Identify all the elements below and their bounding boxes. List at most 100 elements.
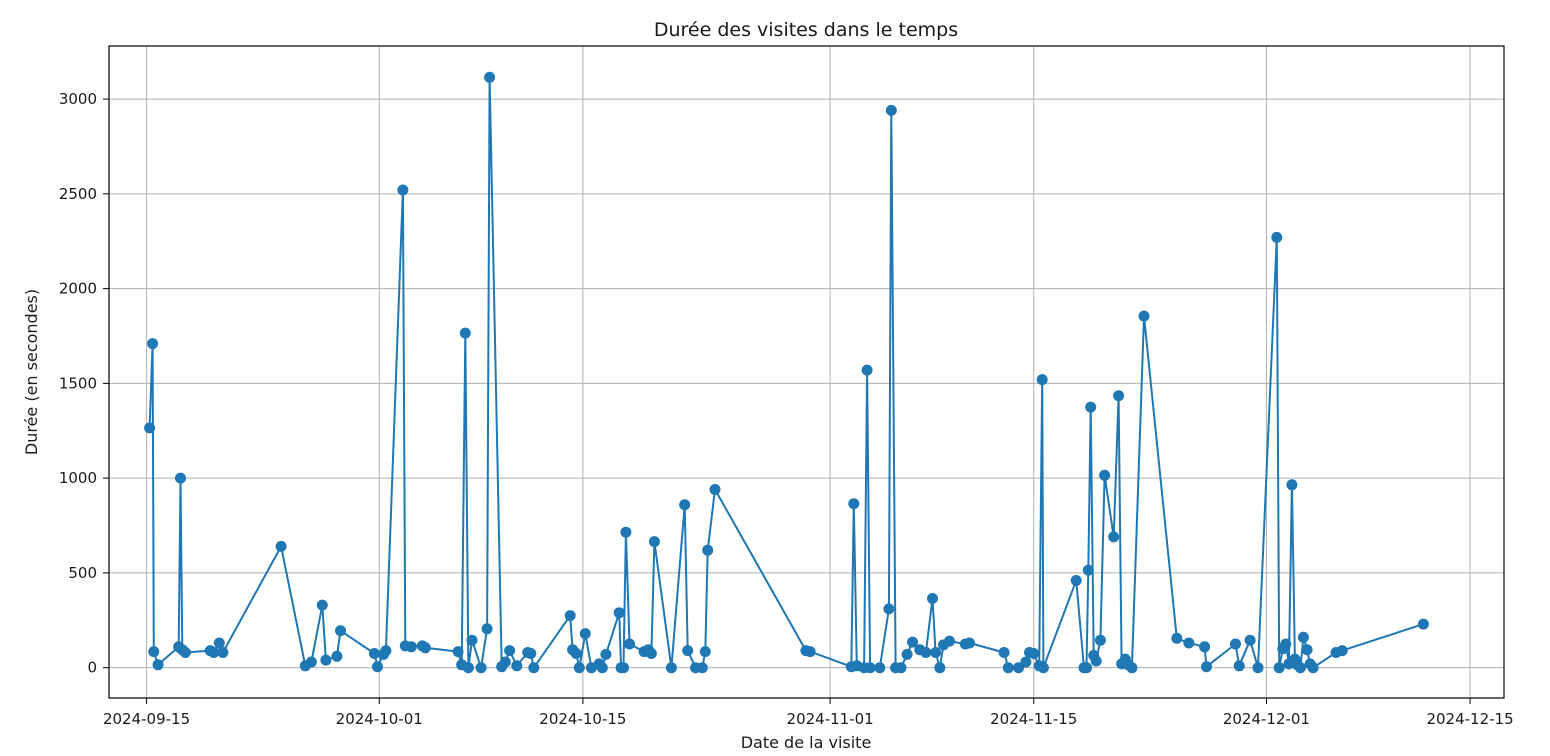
x-tick-label: 2024-12-01 xyxy=(1223,710,1310,728)
data-point xyxy=(147,338,159,350)
data-point xyxy=(907,636,918,648)
y-tick-label: 0 xyxy=(87,659,97,677)
data-point xyxy=(645,648,657,659)
data-point xyxy=(466,634,478,646)
data-point xyxy=(335,625,346,637)
data-point xyxy=(1286,479,1298,491)
data-point xyxy=(930,647,942,658)
data-point xyxy=(600,648,612,660)
data-point xyxy=(665,662,677,674)
data-point xyxy=(305,656,317,668)
data-point xyxy=(144,422,156,434)
data-point xyxy=(1085,401,1097,413)
data-point xyxy=(679,499,691,511)
data-point xyxy=(213,637,225,649)
data-point xyxy=(148,646,160,658)
data-point xyxy=(1307,662,1319,674)
data-point xyxy=(1183,637,1195,649)
data-point xyxy=(1037,662,1049,674)
data-point xyxy=(320,654,332,666)
data-point xyxy=(702,544,714,556)
data-point xyxy=(380,645,392,657)
data-point xyxy=(895,662,907,674)
data-point xyxy=(1280,638,1292,650)
data-point xyxy=(579,628,591,640)
data-point xyxy=(699,646,711,658)
data-point xyxy=(573,662,585,674)
data-point xyxy=(1020,656,1032,668)
data-point xyxy=(1244,634,1256,646)
data-point xyxy=(208,647,220,658)
y-tick-label: 3000 xyxy=(59,90,97,108)
data-point xyxy=(1271,231,1283,243)
data-point xyxy=(1336,645,1348,657)
plot-frame xyxy=(108,45,1505,699)
data-point xyxy=(564,610,576,622)
data-point xyxy=(1090,655,1102,667)
x-tick-label: 2024-09-15 xyxy=(103,710,190,728)
data-point xyxy=(934,662,946,674)
x-tick-label: 2024-11-15 xyxy=(990,710,1077,728)
data-point xyxy=(275,540,287,552)
x-tick-label: 2024-11-01 xyxy=(787,710,874,728)
x-axis-label: Date de la visite xyxy=(741,733,872,752)
data-point xyxy=(459,327,471,339)
data-point xyxy=(316,599,328,611)
data-point xyxy=(618,662,629,674)
y-tick-label: 1500 xyxy=(59,374,97,392)
data-point xyxy=(883,603,895,615)
data-point xyxy=(1171,632,1183,644)
x-tick-label: 2024-10-15 xyxy=(539,710,626,728)
data-point xyxy=(804,646,816,658)
axis-ticks: 2024-09-15 2024-10-01 2024-10-15 2024-11-01… xyxy=(59,90,1514,728)
data-point xyxy=(1099,469,1111,481)
y-tick-label: 1000 xyxy=(59,469,97,487)
data-point xyxy=(1417,618,1429,630)
data-point xyxy=(1201,661,1212,673)
data-point xyxy=(861,364,873,376)
data-point xyxy=(1081,662,1092,674)
data-point xyxy=(405,641,417,653)
data-point xyxy=(709,484,721,495)
data-point xyxy=(696,662,708,674)
data-point xyxy=(1070,575,1082,586)
x-tick-label: 2024-12-15 xyxy=(1426,710,1513,728)
data-point xyxy=(217,647,229,658)
data-point xyxy=(620,526,632,538)
data-point xyxy=(331,650,343,662)
data-point xyxy=(1273,662,1285,674)
data-point xyxy=(682,645,694,657)
data-point xyxy=(1036,374,1048,386)
data-point xyxy=(511,660,523,672)
data-point xyxy=(613,607,625,619)
data-point xyxy=(1002,662,1014,674)
data-point xyxy=(864,662,876,674)
data-point xyxy=(1233,660,1245,672)
x-tick-label: 2024-10-01 xyxy=(336,710,423,728)
data-point xyxy=(1301,644,1313,656)
data-point xyxy=(596,662,608,674)
data-point xyxy=(1126,662,1138,674)
data-point xyxy=(528,662,540,674)
data-point xyxy=(964,637,975,649)
data-point xyxy=(152,659,164,671)
data-point xyxy=(920,647,932,658)
series-line xyxy=(148,76,1424,669)
data-point xyxy=(848,498,860,510)
data-point xyxy=(944,635,955,647)
data-point xyxy=(1028,648,1040,659)
data-point xyxy=(504,645,516,657)
data-point xyxy=(1297,631,1309,643)
data-point xyxy=(462,662,474,674)
data-point xyxy=(570,648,582,659)
data-point xyxy=(874,662,886,674)
data-point xyxy=(648,536,660,548)
data-point xyxy=(624,638,635,650)
data-points xyxy=(144,71,1429,674)
data-point xyxy=(1252,662,1264,674)
data-point xyxy=(901,648,913,660)
data-point xyxy=(1230,638,1241,650)
data-point xyxy=(1113,390,1125,402)
data-point xyxy=(885,104,897,116)
